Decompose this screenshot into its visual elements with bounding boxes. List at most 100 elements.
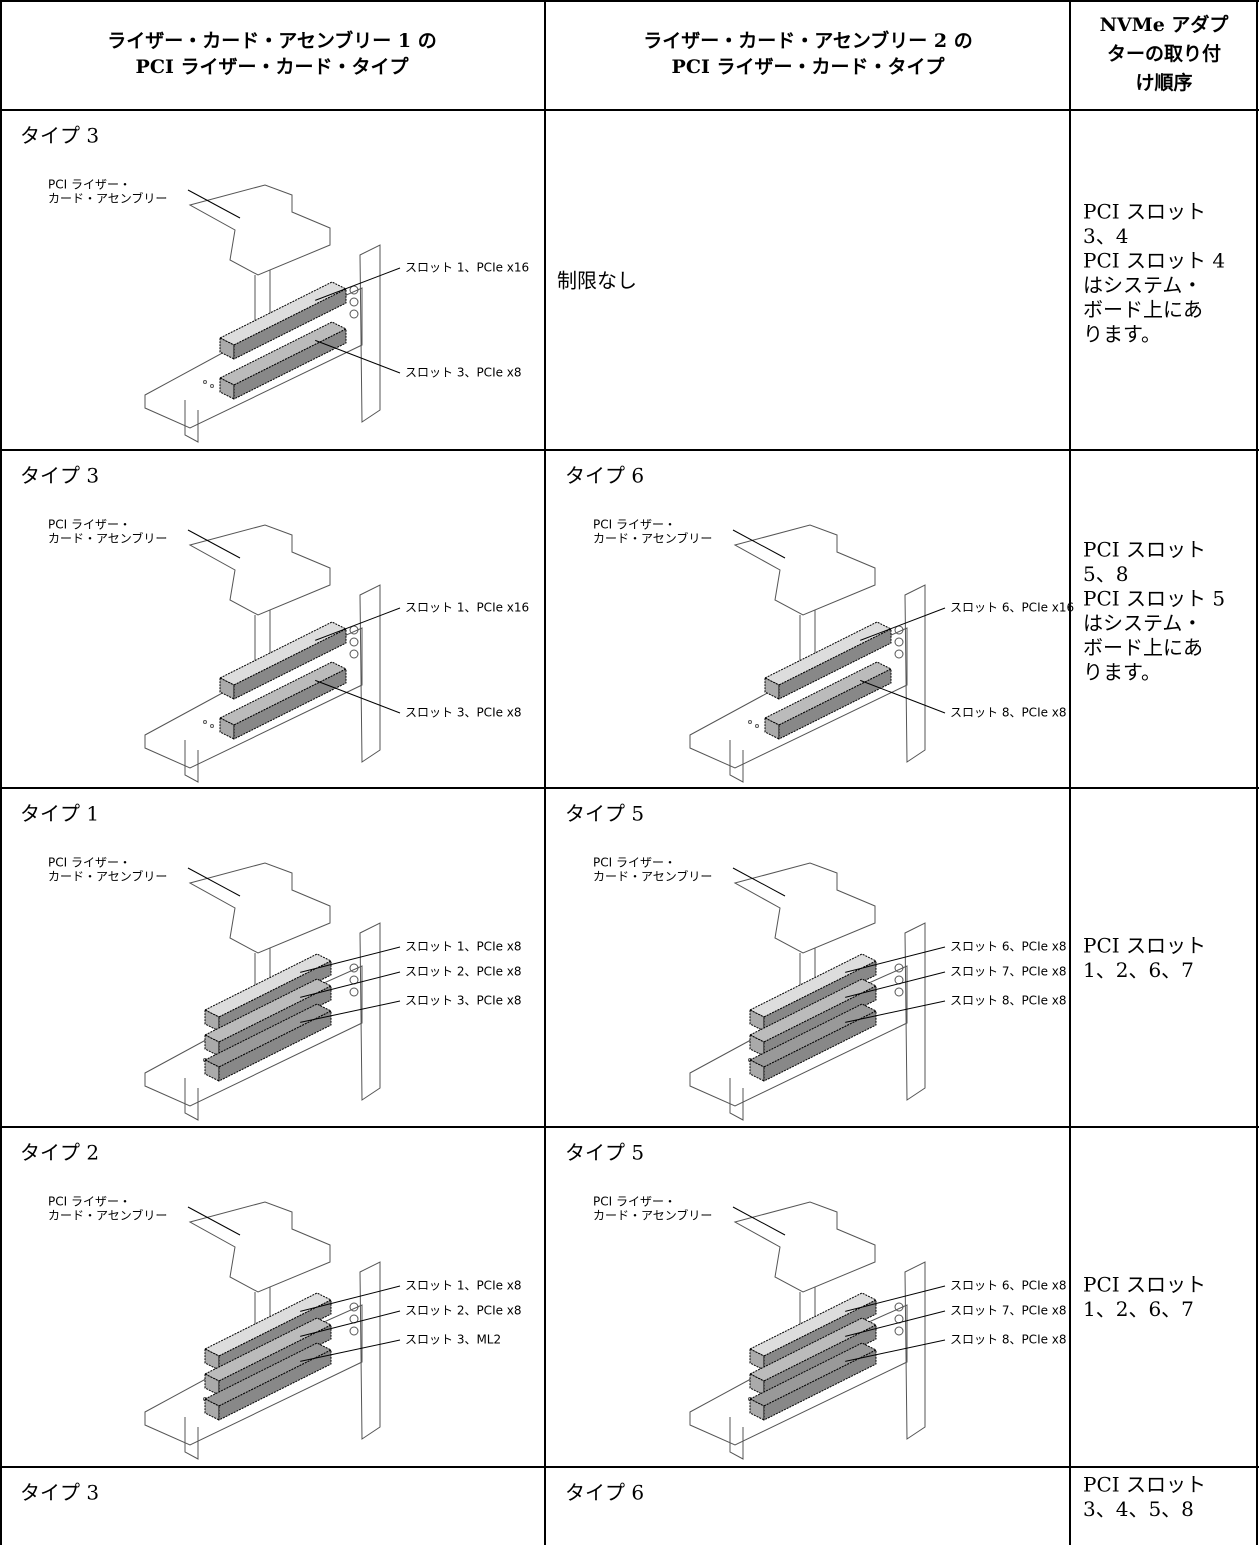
assembly-label: PCI ライザー・ bbox=[593, 856, 676, 870]
slot-label: スロット 6、PCIe x8 bbox=[950, 1279, 1067, 1293]
led bbox=[349, 963, 359, 973]
hole bbox=[210, 724, 214, 728]
install-order: PCI スロット bbox=[1083, 1273, 1206, 1297]
install-order: ります。 bbox=[1083, 660, 1161, 684]
slot-front bbox=[204, 1009, 220, 1032]
install-order: 1、2、6、7 bbox=[1083, 1297, 1194, 1321]
header-text: ターの取り付 bbox=[1107, 42, 1221, 65]
leader-line bbox=[300, 971, 401, 998]
slot-side bbox=[233, 668, 347, 740]
slot-side bbox=[233, 288, 347, 360]
slot-label: スロット 2、PCIe x8 bbox=[405, 965, 522, 979]
leader-line bbox=[732, 1206, 786, 1236]
leader-line bbox=[315, 679, 401, 714]
led bbox=[894, 1326, 904, 1336]
slot-label: スロット 1、PCIe x8 bbox=[405, 1279, 522, 1293]
slot-front bbox=[204, 1034, 220, 1057]
hole bbox=[748, 720, 752, 724]
riser-type: タイプ 5 bbox=[565, 1141, 644, 1165]
riser-type: タイプ 6 bbox=[565, 1481, 644, 1505]
slot-label: スロット 1、PCIe x8 bbox=[405, 940, 522, 954]
cage-leg bbox=[729, 1078, 744, 1121]
riser-type: タイプ 3 bbox=[20, 124, 99, 148]
slot-label: スロット 3、ML2 bbox=[405, 1333, 501, 1347]
slot-label: スロット 3、PCIe x8 bbox=[405, 706, 522, 720]
leader-line bbox=[845, 1339, 946, 1362]
install-order: PCI スロット 5 bbox=[1083, 587, 1225, 611]
cage-bracket bbox=[733, 1201, 876, 1293]
slot-front bbox=[749, 1398, 765, 1421]
slot-front bbox=[219, 377, 235, 400]
leader-line bbox=[187, 867, 241, 897]
install-order: PCI スロット bbox=[1083, 934, 1206, 958]
riser-type: タイプ 3 bbox=[20, 464, 99, 488]
slot-label: スロット 3、PCIe x8 bbox=[405, 366, 522, 380]
riser-type: タイプ 2 bbox=[20, 1141, 99, 1165]
leader-line bbox=[315, 339, 401, 374]
led bbox=[349, 987, 359, 997]
assembly-label: PCI ライザー・ bbox=[593, 1195, 676, 1209]
assembly-label: PCI ライザー・ bbox=[48, 856, 131, 870]
slot-label: スロット 7、PCIe x8 bbox=[950, 1304, 1067, 1318]
slot-side bbox=[218, 985, 332, 1057]
cage-bracket bbox=[188, 524, 331, 616]
slot-side bbox=[778, 628, 892, 700]
slot-side bbox=[218, 1349, 332, 1421]
led bbox=[894, 649, 904, 659]
slot-front bbox=[219, 677, 235, 700]
cage-bracket bbox=[188, 1201, 331, 1293]
install-order: ボード上にあ bbox=[1083, 298, 1203, 322]
hole bbox=[203, 720, 207, 724]
cage-leg bbox=[184, 1078, 199, 1121]
slot-label: スロット 3、PCIe x8 bbox=[405, 994, 522, 1008]
assembly-label: カード・アセンブリー bbox=[48, 191, 167, 206]
slot-side bbox=[233, 628, 347, 700]
cage-panel bbox=[359, 922, 381, 1101]
header-text: け順序 bbox=[1135, 71, 1192, 94]
slot-side bbox=[233, 328, 347, 400]
slot-front bbox=[749, 1059, 765, 1082]
slot-front bbox=[764, 717, 780, 740]
leader-line bbox=[300, 1339, 401, 1362]
slot-label: スロット 7、PCIe x8 bbox=[950, 965, 1067, 979]
leader-line bbox=[845, 946, 946, 973]
cage-panel bbox=[904, 1261, 926, 1440]
install-order: はシステム・ bbox=[1083, 273, 1202, 297]
slot-front bbox=[204, 1398, 220, 1421]
leader-line bbox=[300, 1000, 401, 1023]
slot-label: スロット 2、PCIe x8 bbox=[405, 1304, 522, 1318]
assembly-label: PCI ライザー・ bbox=[593, 518, 676, 532]
led bbox=[894, 987, 904, 997]
leader-line bbox=[732, 529, 786, 559]
led bbox=[349, 297, 359, 307]
install-order: PCI スロット bbox=[1083, 538, 1206, 562]
led bbox=[349, 309, 359, 319]
slot-front bbox=[204, 1373, 220, 1396]
leader-line bbox=[300, 1310, 401, 1337]
header-text: PCI ライザー・カード・タイプ bbox=[672, 55, 946, 78]
leader-line bbox=[860, 679, 946, 714]
slot-front bbox=[204, 1059, 220, 1082]
slot-front bbox=[749, 1348, 765, 1371]
slot-label: スロット 1、PCIe x16 bbox=[405, 601, 529, 615]
cage-bracket bbox=[733, 524, 876, 616]
slot-side bbox=[763, 1010, 877, 1082]
cage-panel bbox=[904, 922, 926, 1101]
slot-front bbox=[204, 1348, 220, 1371]
riser-type: タイプ 1 bbox=[20, 802, 99, 826]
cage-leg bbox=[184, 400, 199, 443]
cage-bracket bbox=[188, 862, 331, 954]
header-text: ライザー・カード・アセンブリー 2 の bbox=[643, 29, 973, 52]
slot-front bbox=[749, 1373, 765, 1396]
leader-line bbox=[860, 607, 946, 641]
install-order: 3、4、5、8 bbox=[1083, 1497, 1194, 1521]
install-order: ボード上にあ bbox=[1083, 636, 1203, 660]
hole bbox=[755, 724, 759, 728]
slot-label: スロット 1、PCIe x16 bbox=[405, 261, 529, 275]
led bbox=[349, 649, 359, 659]
